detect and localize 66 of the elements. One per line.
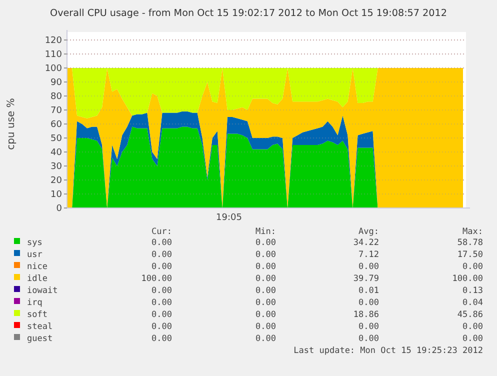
y-tick-label: 0 <box>56 204 62 214</box>
y-tick-label: 70 <box>50 106 62 116</box>
y-tick-label: 50 <box>50 134 62 144</box>
text: 0.00 <box>358 298 379 308</box>
text: 19:05 <box>216 213 242 223</box>
text: 0.00 <box>462 334 483 344</box>
text: 45.86 <box>457 310 483 320</box>
y-axis-title: cpu use % <box>6 98 17 150</box>
text: 34.22 <box>353 238 379 248</box>
text: 7.12 <box>358 250 379 260</box>
y-tick-label: 110 <box>44 50 62 60</box>
text: 0.00 <box>256 262 276 272</box>
legend-label: irq <box>27 298 42 308</box>
text: Cur: <box>152 227 172 237</box>
text: Avg: <box>358 227 379 237</box>
text: Max: <box>462 227 483 237</box>
text: 0.00 <box>152 262 172 272</box>
text: 0.00 <box>152 310 172 320</box>
text: 0.00 <box>152 322 172 332</box>
text: 0.00 <box>152 334 172 344</box>
text: 18.86 <box>353 310 379 320</box>
text: 0.00 <box>256 310 276 320</box>
legend-label: nice <box>27 262 48 272</box>
legend-label: usr <box>27 250 42 260</box>
y-tick-label: 20 <box>50 176 62 186</box>
text: 0.00 <box>358 322 379 332</box>
chart-title: Overall CPU usage - from Mon Oct 15 19:02:17 2012 to Mon Oct 15 19:08:57 2012 <box>50 8 447 19</box>
text: 100.00 <box>452 274 483 284</box>
legend-label: guest <box>27 334 53 344</box>
y-tick-label: 80 <box>50 92 62 102</box>
text: 0.00 <box>256 250 276 260</box>
text: 0.00 <box>256 298 276 308</box>
y-tick-label: 90 <box>50 78 62 88</box>
text: 39.79 <box>353 274 379 284</box>
text: 100.00 <box>141 274 172 284</box>
text: 0.00 <box>152 238 172 248</box>
text: 0.00 <box>152 250 172 260</box>
text: 0.00 <box>152 286 172 296</box>
text: Min: <box>256 227 276 237</box>
text: 17.50 <box>457 250 483 260</box>
y-tick-label: 100 <box>44 64 62 74</box>
y-tick-label: 10 <box>50 190 62 200</box>
legend-label: idle <box>27 274 48 284</box>
y-tick-label: 120 <box>44 36 62 46</box>
text: 0.00 <box>358 334 379 344</box>
text: 0.00 <box>256 334 276 344</box>
text: 0.01 <box>358 286 379 296</box>
legend-label: iowait <box>27 286 58 296</box>
y-tick-label: 30 <box>50 162 62 172</box>
text: 0.00 <box>358 262 379 272</box>
text: 0.00 <box>462 322 483 332</box>
text: Last update: Mon Oct 15 19:25:23 2012 <box>294 346 483 356</box>
text: 0.04 <box>462 298 483 308</box>
legend-label: sys <box>27 238 42 248</box>
text: 0.00 <box>152 298 172 308</box>
text: 0.00 <box>462 262 483 272</box>
legend-label: soft <box>27 310 48 320</box>
text: 0.00 <box>256 274 276 284</box>
text: 58.78 <box>457 238 483 248</box>
legend-label: steal <box>27 322 53 332</box>
y-tick-label: 40 <box>50 148 62 158</box>
text: 0.00 <box>256 238 276 248</box>
text: 0.00 <box>256 286 276 296</box>
y-tick-label: 60 <box>50 120 62 130</box>
text: 0.13 <box>462 286 483 296</box>
text: 0.00 <box>256 322 276 332</box>
